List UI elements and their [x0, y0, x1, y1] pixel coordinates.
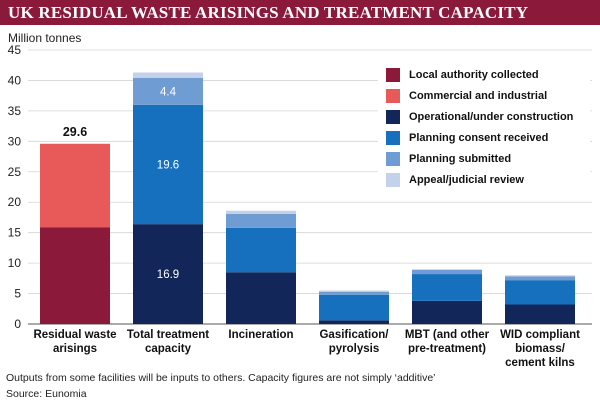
legend-label: Local authority collected — [409, 69, 539, 81]
legend-swatch — [386, 110, 400, 124]
legend: Local authority collected Commercial and … — [378, 60, 590, 195]
data-label: 4.4 — [160, 86, 177, 98]
y-tick-label: 35 — [8, 104, 22, 118]
bar-segment — [505, 304, 575, 324]
legend-swatch — [386, 68, 400, 82]
bar-segment — [133, 104, 203, 225]
x-tick-label: MBT (and other — [405, 329, 490, 341]
y-tick-label: 40 — [8, 73, 22, 87]
bar-segment — [505, 280, 575, 305]
bar-segment — [226, 227, 296, 273]
legend-label: Planning consent received — [409, 132, 549, 144]
x-tick-label: cement kilns — [505, 357, 575, 369]
y-tick-label: 25 — [8, 165, 22, 179]
bar-segment — [226, 213, 296, 228]
x-tick-label: pre-treatment) — [408, 343, 486, 355]
bar-segment — [319, 290, 389, 292]
x-tick-label: arisings — [53, 343, 97, 355]
y-tick-label: 30 — [8, 134, 22, 148]
bar-segment — [412, 269, 482, 275]
title-bar: UK RESIDUAL WASTE ARISINGS AND TREATMENT… — [0, 0, 600, 25]
y-tick-label: 45 — [8, 43, 22, 57]
bar-segment — [40, 143, 110, 228]
legend-swatch — [386, 131, 400, 145]
legend-label: Commercial and industrial — [409, 90, 548, 102]
bar-segment — [319, 320, 389, 324]
bar-segment — [133, 224, 203, 324]
bar-segment — [505, 275, 575, 277]
y-tick-label: 15 — [8, 226, 22, 240]
y-tick-label: 5 — [14, 287, 21, 301]
legend-swatch — [386, 89, 400, 103]
bar-segment — [412, 274, 482, 301]
x-tick-label: Total treatment — [127, 329, 209, 341]
x-tick-label: biomass/ — [515, 343, 566, 355]
y-tick-label: 20 — [8, 195, 22, 209]
legend-label: Planning submitted — [409, 153, 512, 165]
x-tick-label: Incineration — [228, 329, 293, 341]
footnote: Outputs from some facilities will be inp… — [6, 372, 436, 384]
source-note: Source: Eunomia — [6, 388, 87, 400]
data-label: 29.6 — [63, 125, 87, 139]
legend-swatch — [386, 152, 400, 166]
y-axis-label: Million tonnes — [8, 31, 82, 45]
x-tick-label: WID compliant — [500, 329, 580, 341]
bar-segment — [40, 227, 110, 324]
y-tick-label: 10 — [8, 256, 22, 270]
y-tick-label: 0 — [14, 317, 21, 331]
bar-segment — [319, 291, 389, 295]
legend-label: Appeal/judicial review — [409, 174, 524, 186]
data-label: 16.9 — [157, 269, 179, 281]
bar-segment — [226, 272, 296, 324]
bar-segment — [505, 276, 575, 281]
bar-segment — [133, 72, 203, 79]
chart-title: UK RESIDUAL WASTE ARISINGS AND TREATMENT… — [8, 3, 529, 22]
bar-segment — [226, 210, 296, 214]
x-tick-label: pyrolysis — [329, 343, 380, 355]
x-tick-label: Gasification/ — [319, 329, 389, 341]
x-tick-label: capacity — [145, 343, 192, 355]
x-tick-label: Residual waste — [33, 329, 116, 341]
bar-segment — [412, 300, 482, 324]
legend-label: Operational/under construction — [409, 111, 574, 123]
data-label: 19.6 — [157, 159, 179, 171]
bar-segment — [412, 269, 482, 270]
bar-segment — [133, 78, 203, 105]
bar-segment — [319, 294, 389, 321]
legend-swatch — [386, 173, 400, 187]
